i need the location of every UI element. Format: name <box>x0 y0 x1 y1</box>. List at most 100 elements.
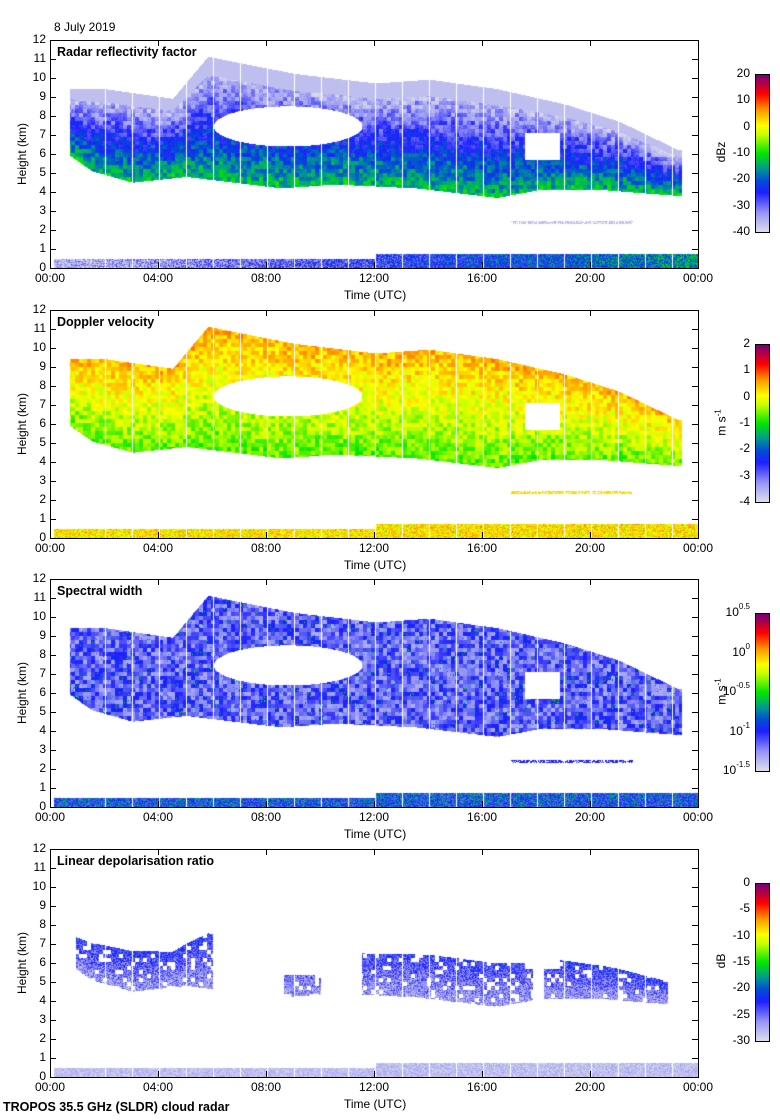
y-tick <box>50 192 56 193</box>
colorbar-unit: m s-1 <box>714 667 729 717</box>
y-tick-label: 9 <box>39 359 46 373</box>
y-tick-label: 4 <box>39 723 46 737</box>
colorbar-tick-label: 100 <box>710 642 750 659</box>
y-tick-right <box>692 386 698 387</box>
colorbar-tick-label: -3 <box>739 467 750 482</box>
heatmap-reflectivity <box>51 41 698 268</box>
y-tick-right <box>692 769 698 770</box>
y-tick <box>50 59 56 60</box>
tick-exponent: -1 <box>742 720 750 730</box>
y-tick <box>50 849 56 850</box>
colorbar-tick-label: -30 <box>732 197 750 212</box>
x-tick-top <box>590 310 591 316</box>
x-tick <box>590 532 591 538</box>
x-tick-label: 12:00 <box>358 271 390 285</box>
radar-panel-reflectivity: Radar reflectivity factor 0 1 2 3 4 5 6 7 8 9 10 11 1… <box>0 0 780 302</box>
colorbar-tick-label: -2 <box>739 441 750 456</box>
colorbar-gradient <box>756 884 769 1041</box>
y-tick <box>50 750 56 751</box>
y-tick-label: 0 <box>39 530 46 544</box>
y-tick <box>50 963 56 964</box>
colorbar-tick-label: -10 <box>732 145 750 159</box>
panel-title: Doppler velocity <box>57 315 155 329</box>
unit-base: m s <box>714 416 729 436</box>
x-tick <box>158 262 159 268</box>
y-tick <box>50 40 56 41</box>
x-tick-label: 12:00 <box>358 1080 390 1094</box>
y-tick-label: 11 <box>33 860 46 874</box>
y-tick-label: 11 <box>33 321 46 335</box>
x-tick-label: 00:00 <box>34 271 66 285</box>
y-tick-label: 12 <box>32 302 46 316</box>
unit-exponent: -1 <box>713 678 723 686</box>
y-tick-label: 3 <box>39 742 46 756</box>
x-tick <box>50 262 51 268</box>
y-tick <box>50 500 56 501</box>
colorbar-tick-label: 100.5 <box>710 602 750 619</box>
y-tick-label: 8 <box>39 647 46 661</box>
plot-area: Doppler velocity <box>50 310 699 539</box>
y-tick-label: 11 <box>33 590 46 604</box>
colorbar-tick-label: -5 <box>739 901 750 916</box>
y-tick <box>50 424 56 425</box>
y-tick-right <box>692 78 698 79</box>
y-tick-right <box>692 249 698 250</box>
y-tick-label: 1 <box>39 241 46 255</box>
y-tick-label: 7 <box>39 666 46 680</box>
x-axis-title: Time (UTC) <box>344 288 407 302</box>
y-tick <box>50 310 56 311</box>
x-tick-label: 12:00 <box>358 810 390 824</box>
x-tick-label: 00:00 <box>682 271 714 285</box>
tick-base: 10 <box>722 763 737 777</box>
y-tick-label: 4 <box>39 454 46 468</box>
y-tick-right <box>692 310 698 311</box>
y-tick <box>50 1077 56 1078</box>
y-tick-label: 5 <box>39 974 46 988</box>
colorbar <box>755 883 770 1042</box>
y-tick <box>50 443 56 444</box>
y-tick-label: 1 <box>39 780 46 794</box>
x-tick-top <box>698 849 699 855</box>
x-tick-top <box>590 579 591 585</box>
y-tick-right <box>692 982 698 983</box>
colorbar-unit: dB <box>714 953 728 969</box>
y-tick-right <box>692 135 698 136</box>
y-tick <box>50 655 56 656</box>
y-tick-right <box>692 367 698 368</box>
y-tick-label: 12 <box>32 571 46 585</box>
y-tick-right <box>692 154 698 155</box>
y-tick-label: 6 <box>39 955 46 969</box>
y-tick-right <box>692 868 698 869</box>
y-tick-label: 7 <box>39 127 46 141</box>
y-tick-label: 9 <box>39 898 46 912</box>
colorbar-tick-label: 1 <box>743 362 750 377</box>
x-tick-label: 08:00 <box>250 810 282 824</box>
y-tick-label: 6 <box>39 146 46 160</box>
heatmap-velocity <box>51 311 698 538</box>
heatmap-width <box>51 580 698 807</box>
y-tick <box>50 211 56 212</box>
colorbar-tick-label: 20 <box>736 66 750 80</box>
date-label: 8 July 2019 <box>54 20 116 34</box>
y-tick <box>50 154 56 155</box>
plot-area: Spectral width <box>50 579 699 808</box>
y-tick <box>50 906 56 907</box>
x-tick <box>266 1071 267 1077</box>
colorbar-tick-label: -30 <box>732 1033 750 1047</box>
x-tick <box>698 1071 699 1077</box>
y-tick-right <box>692 712 698 713</box>
y-tick-right <box>692 424 698 425</box>
y-tick-label: 4 <box>39 993 46 1007</box>
y-tick-right <box>692 1077 698 1078</box>
y-tick-label: 6 <box>39 685 46 699</box>
y-tick <box>50 598 56 599</box>
y-tick <box>50 731 56 732</box>
x-tick-top <box>50 310 51 316</box>
y-tick-right <box>692 579 698 580</box>
y-tick <box>50 329 56 330</box>
y-tick-right <box>692 519 698 520</box>
y-tick <box>50 807 56 808</box>
tick-exponent: 0.5 <box>738 602 750 611</box>
y-tick-label: 1 <box>39 511 46 525</box>
x-tick <box>482 262 483 268</box>
